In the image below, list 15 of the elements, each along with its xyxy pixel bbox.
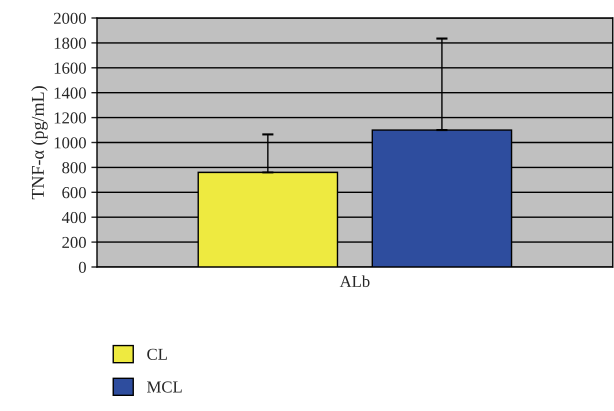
y-tick-label: 1800	[54, 38, 86, 49]
y-axis-title: TNF-α (pg/mL)	[31, 86, 48, 200]
y-tick-label: 200	[62, 236, 86, 248]
y-tick-label: 800	[62, 162, 86, 174]
x-tick-label: ALb	[340, 275, 370, 288]
legend-label: MCL	[147, 381, 182, 393]
y-tick-label: 1400	[54, 87, 86, 99]
legend-label: CL	[147, 348, 167, 360]
y-tick-label: 0	[78, 262, 86, 273]
y-tick-label: 2000	[54, 12, 86, 24]
y-tick-label: 1600	[54, 62, 86, 74]
y-tick-label: 1000	[54, 137, 86, 148]
y-tick-label: 600	[62, 187, 86, 198]
y-tick-label: 400	[62, 212, 86, 224]
y-tick-label: 1200	[54, 112, 86, 124]
